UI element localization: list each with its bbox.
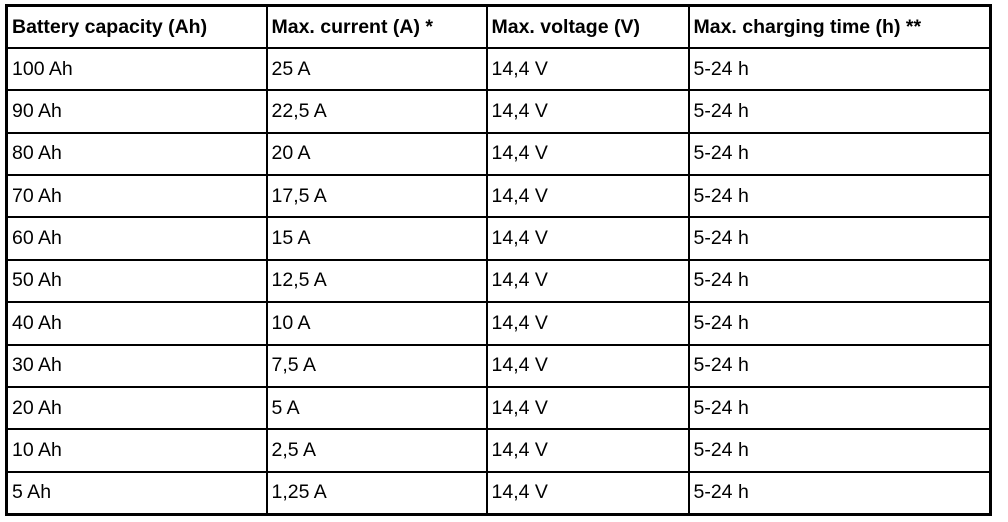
table-row: 50 Ah 12,5 A 14,4 V 5-24 h (5, 258, 992, 304)
current-cell: 17,5 A (265, 174, 488, 219)
capacity-cell: 70 Ah (5, 174, 268, 219)
battery-charging-table: Battery capacity (Ah) Max. current (A) *… (5, 4, 992, 516)
charging-time-cell: 5-24 h (687, 46, 992, 92)
header-max-voltage: Max. voltage (V) (485, 4, 690, 49)
charging-time-cell: 5-24 h (687, 131, 992, 177)
capacity-cell: 90 Ah (5, 89, 268, 134)
current-cell: 12,5 A (265, 258, 488, 304)
voltage-cell: 14,4 V (485, 258, 690, 304)
voltage-cell: 14,4 V (485, 174, 690, 219)
table-row: 90 Ah 22,5 A 14,4 V 5-24 h (5, 89, 992, 134)
voltage-cell: 14,4 V (485, 89, 690, 134)
table-row: 80 Ah 20 A 14,4 V 5-24 h (5, 131, 992, 177)
header-max-current: Max. current (A) * (265, 4, 488, 49)
header-row: Battery capacity (Ah) Max. current (A) *… (5, 4, 992, 49)
charging-time-cell: 5-24 h (687, 174, 992, 219)
header-battery-capacity: Battery capacity (Ah) (5, 4, 268, 49)
voltage-cell: 14,4 V (485, 385, 690, 431)
table-row: 60 Ah 15 A 14,4 V 5-24 h (5, 216, 992, 261)
current-cell: 5 A (265, 385, 488, 431)
charging-time-cell: 5-24 h (687, 428, 992, 473)
charging-time-cell: 5-24 h (687, 385, 992, 431)
table-row: 20 Ah 5 A 14,4 V 5-24 h (5, 385, 992, 431)
voltage-cell: 14,4 V (485, 216, 690, 261)
capacity-cell: 5 Ah (5, 470, 268, 516)
charging-time-cell: 5-24 h (687, 258, 992, 304)
current-cell: 10 A (265, 301, 488, 346)
current-cell: 22,5 A (265, 89, 488, 134)
current-cell: 1,25 A (265, 470, 488, 516)
voltage-cell: 14,4 V (485, 131, 690, 177)
table-row: 30 Ah 7,5 A 14,4 V 5-24 h (5, 343, 992, 388)
voltage-cell: 14,4 V (485, 470, 690, 516)
charging-time-cell: 5-24 h (687, 89, 992, 134)
voltage-cell: 14,4 V (485, 428, 690, 473)
charging-time-cell: 5-24 h (687, 301, 992, 346)
table-row: 40 Ah 10 A 14,4 V 5-24 h (5, 301, 992, 346)
table-row: 5 Ah 1,25 A 14,4 V 5-24 h (5, 470, 992, 516)
charging-time-cell: 5-24 h (687, 470, 992, 516)
capacity-cell: 60 Ah (5, 216, 268, 261)
voltage-cell: 14,4 V (485, 46, 690, 92)
charging-time-cell: 5-24 h (687, 343, 992, 388)
current-cell: 25 A (265, 46, 488, 92)
current-cell: 7,5 A (265, 343, 488, 388)
capacity-cell: 20 Ah (5, 385, 268, 431)
current-cell: 15 A (265, 216, 488, 261)
capacity-cell: 30 Ah (5, 343, 268, 388)
capacity-cell: 80 Ah (5, 131, 268, 177)
voltage-cell: 14,4 V (485, 301, 690, 346)
table-row: 70 Ah 17,5 A 14,4 V 5-24 h (5, 174, 992, 219)
table-row: 100 Ah 25 A 14,4 V 5-24 h (5, 46, 992, 92)
capacity-cell: 100 Ah (5, 46, 268, 92)
capacity-cell: 40 Ah (5, 301, 268, 346)
capacity-cell: 10 Ah (5, 428, 268, 473)
capacity-cell: 50 Ah (5, 258, 268, 304)
current-cell: 2,5 A (265, 428, 488, 473)
charging-time-cell: 5-24 h (687, 216, 992, 261)
table-row: 10 Ah 2,5 A 14,4 V 5-24 h (5, 428, 992, 473)
header-max-charging-time: Max. charging time (h) ** (687, 4, 992, 49)
voltage-cell: 14,4 V (485, 343, 690, 388)
current-cell: 20 A (265, 131, 488, 177)
